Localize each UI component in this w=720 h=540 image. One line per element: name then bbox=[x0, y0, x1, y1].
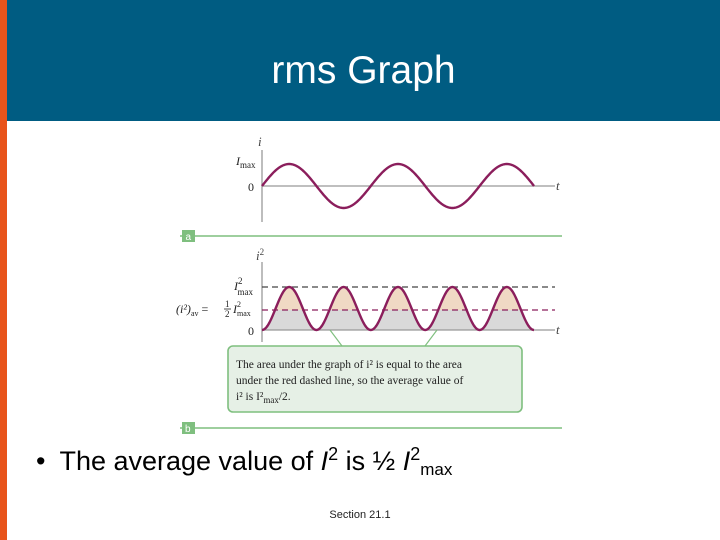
panel-b-imax2-label: I2 max bbox=[233, 276, 253, 297]
callout-pointer-left bbox=[329, 329, 343, 347]
slide-title: rms Graph bbox=[271, 49, 456, 92]
bullet-I-symbol: I bbox=[402, 446, 411, 476]
panel-a-x-label: t bbox=[556, 178, 560, 193]
callout-line-2: under the red dashed line, so the averag… bbox=[236, 375, 464, 387]
panel-a-tag-box bbox=[182, 230, 195, 242]
panel-b-tag-box bbox=[182, 422, 195, 434]
average-equation: (i²)av = bbox=[176, 302, 209, 318]
average-area-fill bbox=[262, 310, 534, 330]
bullet-text-middle: is ½ bbox=[338, 446, 403, 476]
panel-a-y-label: i bbox=[258, 134, 262, 149]
panel-b-zero-label: 0 bbox=[248, 324, 254, 338]
bullet-exp: 2 bbox=[328, 444, 339, 464]
rms-figure: i t 0 Imax a i2 t 0 I2 max (i²)av = 1 bbox=[176, 134, 562, 435]
current-sine-curve bbox=[261, 162, 535, 210]
panel-a: i t 0 Imax a bbox=[180, 134, 562, 243]
bullet-sub: max bbox=[420, 460, 453, 479]
half-denominator: 2 bbox=[225, 309, 230, 319]
panel-b-y-label: i2 bbox=[256, 247, 264, 263]
half-numerator: 1 bbox=[225, 299, 230, 309]
average-rhs: I2 max bbox=[232, 300, 251, 318]
title-bar: rms Graph bbox=[7, 0, 720, 121]
callout-box bbox=[227, 345, 523, 413]
bullet-text-prefix: The average value of bbox=[59, 446, 321, 476]
area-above-average-fill bbox=[262, 287, 534, 310]
bullet-exp-b: 2 bbox=[410, 444, 421, 464]
slide-footer: Section 21.1 bbox=[329, 509, 391, 521]
callout-pointer-right bbox=[424, 329, 438, 347]
panel-b-x-label: t bbox=[556, 322, 560, 337]
dip-below-average bbox=[262, 310, 534, 330]
callout-line-3: i² is I²max/2. bbox=[236, 391, 291, 405]
bullet-i-symbol: I bbox=[320, 446, 329, 476]
squared-current-curve bbox=[261, 285, 535, 332]
panel-b: i2 t 0 I2 max (i²)av = 1 2 I2 max The area… bbox=[176, 247, 562, 435]
panel-a-zero-label: 0 bbox=[248, 180, 254, 194]
panel-a-imax-label: Imax bbox=[235, 154, 256, 170]
bullet-point: • The average value of I2 is ½ I2max bbox=[36, 444, 453, 479]
callout-line-1: The area under the graph of i² is equal … bbox=[236, 359, 462, 371]
left-accent-bar bbox=[0, 0, 7, 540]
bullet-dot: • bbox=[36, 446, 46, 476]
panel-b-tag: b bbox=[185, 424, 191, 435]
panel-a-tag: a bbox=[186, 232, 192, 243]
